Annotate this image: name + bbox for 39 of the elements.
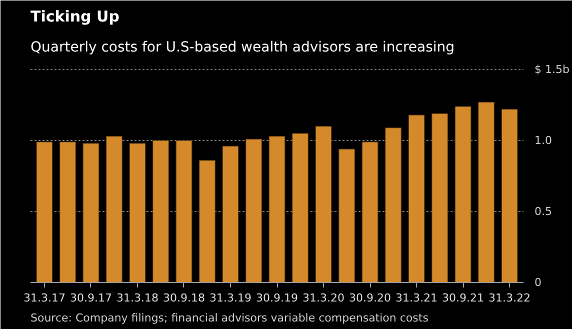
bar bbox=[82, 143, 100, 282]
x-tick-label: 31.3.20 bbox=[302, 292, 345, 304]
bar bbox=[432, 113, 448, 282]
chart-subtitle: Quarterly costs for U.S-based wealth advisors are increasing bbox=[30, 40, 455, 56]
bar bbox=[501, 109, 518, 282]
y-tick-label: 0.5 bbox=[534, 205, 552, 218]
bar bbox=[106, 136, 122, 282]
x-tick-label: 30.9.20 bbox=[349, 292, 392, 304]
bar bbox=[268, 136, 286, 282]
bar bbox=[315, 126, 332, 282]
bar bbox=[222, 146, 239, 282]
chart-title: Ticking Up bbox=[30, 8, 120, 26]
bar bbox=[199, 160, 216, 282]
bar bbox=[338, 148, 355, 282]
bar bbox=[176, 140, 192, 282]
bar bbox=[129, 143, 146, 282]
y-tick-label: 1.0 bbox=[534, 134, 552, 148]
x-tick-label: 31.3.22 bbox=[488, 292, 531, 304]
x-tick-label: 30.9.17 bbox=[70, 292, 112, 304]
bar bbox=[454, 106, 472, 282]
bar bbox=[292, 133, 308, 282]
x-tick-label: 30.9.21 bbox=[442, 292, 484, 304]
y-tick-label: 0 bbox=[534, 276, 542, 289]
bar bbox=[478, 102, 494, 282]
x-tick-label: 30.9.19 bbox=[256, 292, 298, 304]
x-tick-label: 31.3.18 bbox=[116, 292, 158, 304]
source-note: Source: Company filings; financial advisors variable compensation costs bbox=[30, 312, 429, 324]
bar bbox=[385, 127, 402, 282]
x-tick-label: 30.9.18 bbox=[162, 292, 205, 304]
bar bbox=[60, 142, 76, 282]
x-tick-label: 31.3.19 bbox=[210, 292, 252, 304]
bar bbox=[362, 142, 378, 282]
bar bbox=[36, 142, 53, 282]
bar bbox=[152, 140, 169, 282]
bar bbox=[408, 114, 425, 282]
x-tick-label: 31.3.21 bbox=[396, 292, 438, 304]
y-tick-label: $ 1.5b bbox=[534, 63, 570, 76]
bar bbox=[246, 138, 262, 282]
x-tick-label: 31.3.17 bbox=[23, 292, 66, 304]
